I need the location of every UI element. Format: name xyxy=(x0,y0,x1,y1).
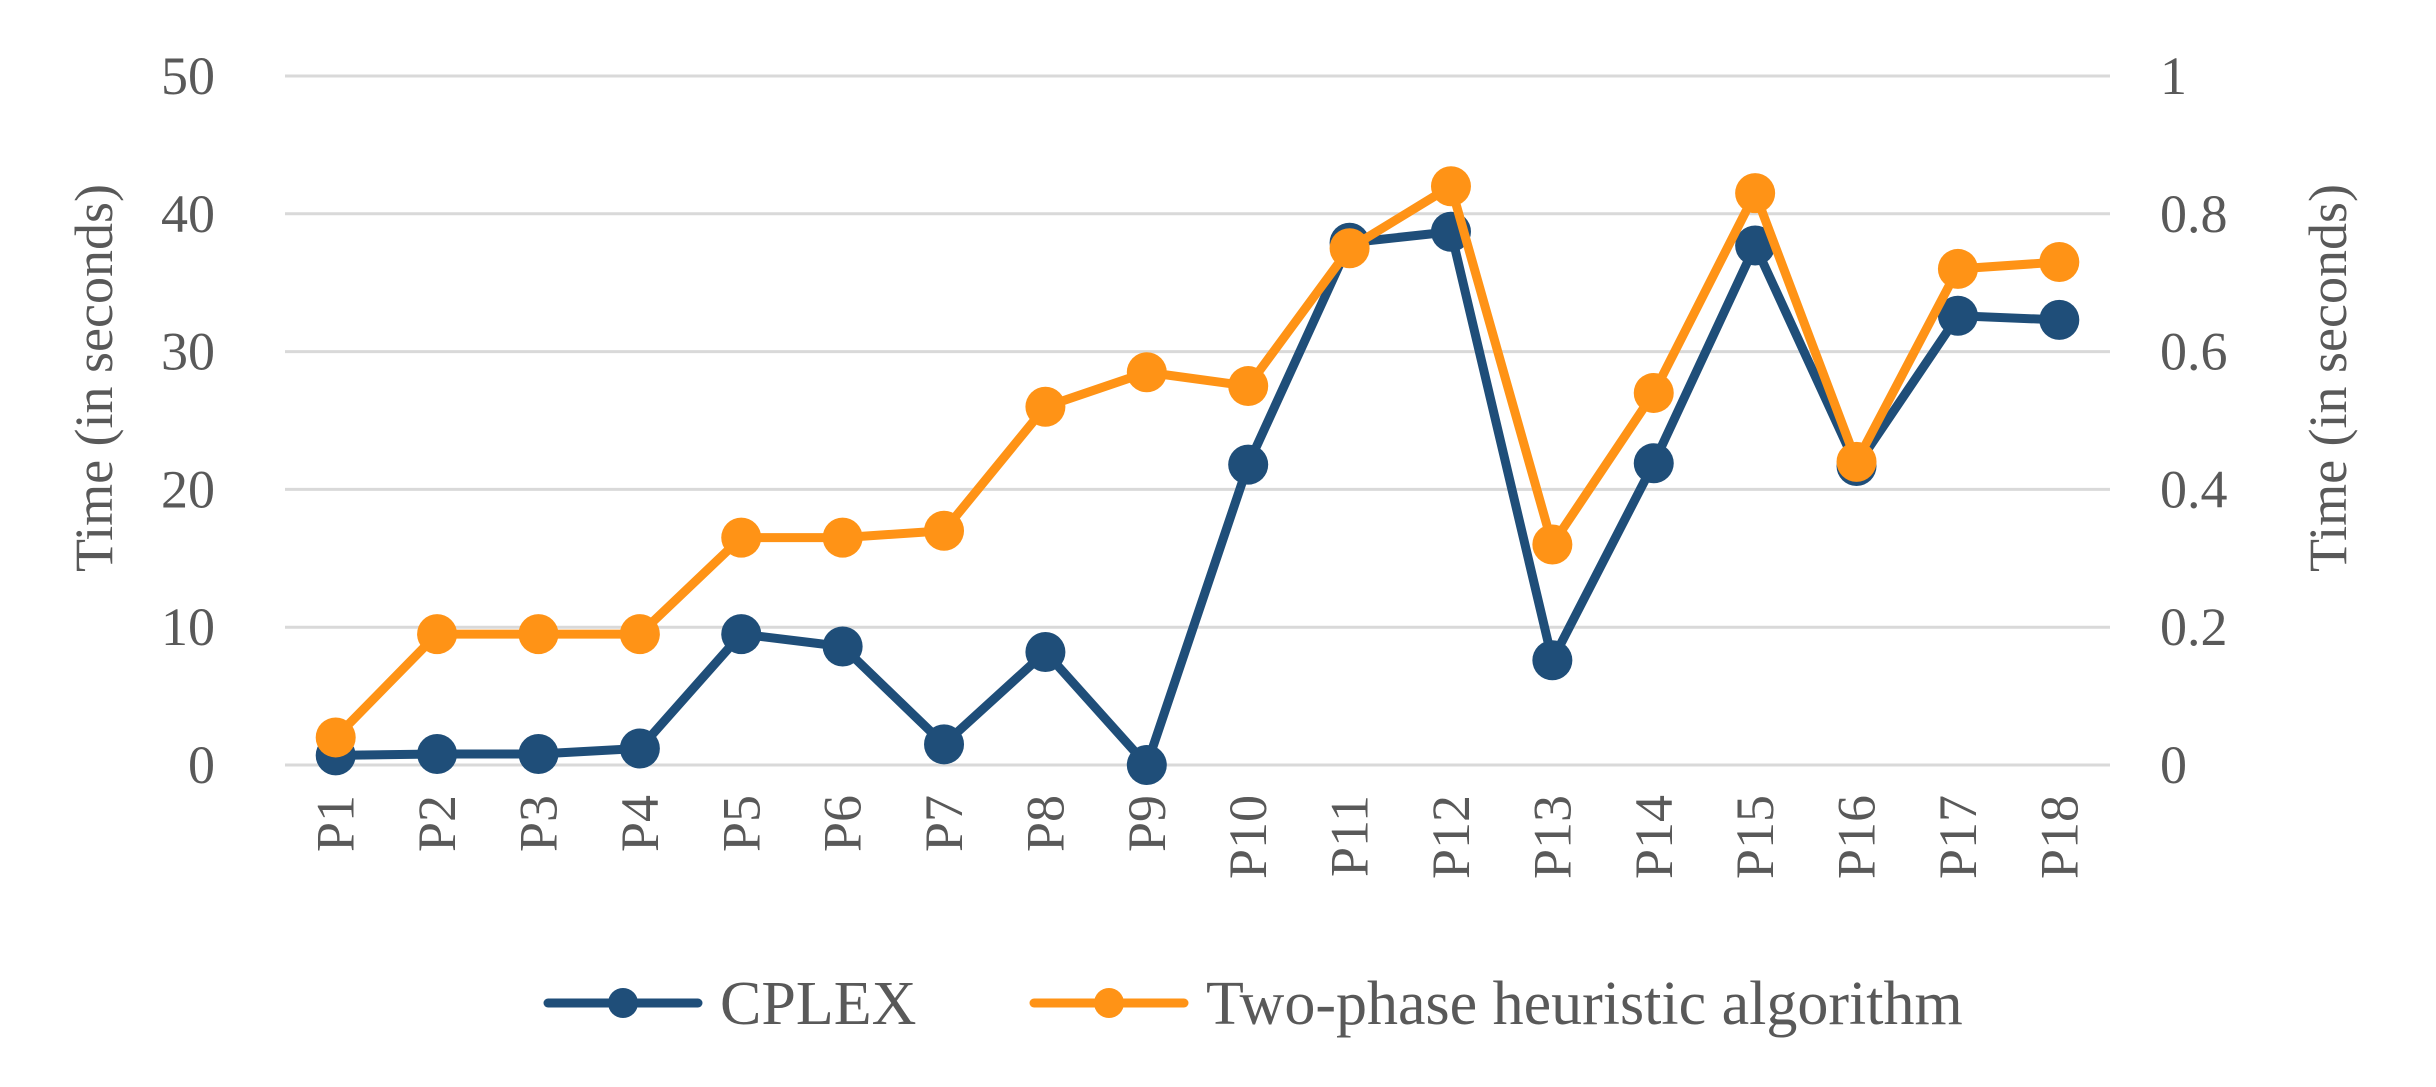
x-tick-label: P3 xyxy=(508,795,568,852)
series-line-two-phase xyxy=(331,181,2064,742)
x-tick-label: P6 xyxy=(813,795,873,852)
x-tick-label: P12 xyxy=(1421,795,1481,879)
legend-label-cplex: CPLEX xyxy=(720,970,916,1038)
right-axis-title: Time (in seconds) xyxy=(2298,184,2358,572)
right-tick-label: 0.6 xyxy=(2160,322,2228,382)
right-tick-label: 0 xyxy=(2160,735,2187,795)
series-two-phase xyxy=(315,166,2080,758)
right-tick-label: 1 xyxy=(2160,46,2187,106)
data-point-cplex[interactable] xyxy=(2039,299,2080,340)
x-tick-label: P10 xyxy=(1218,795,1278,879)
data-point-two-phase[interactable] xyxy=(1937,248,1978,289)
data-point-cplex[interactable] xyxy=(619,728,660,769)
x-tick-label: P15 xyxy=(1725,795,1785,879)
x-tick-label: P1 xyxy=(306,795,366,852)
data-point-two-phase[interactable] xyxy=(1836,441,1877,482)
data-point-cplex[interactable] xyxy=(417,733,458,774)
x-tick-label: P16 xyxy=(1827,795,1887,879)
legend-marker-two-phase xyxy=(1094,988,1124,1018)
left-axis-title: Time (in seconds) xyxy=(64,184,124,572)
x-tick-label: P5 xyxy=(711,795,771,852)
data-point-cplex[interactable] xyxy=(822,626,863,667)
data-point-cplex[interactable] xyxy=(1937,295,1978,336)
legend-item-two-phase[interactable]: Two-phase heuristic algorithm xyxy=(1029,970,1963,1038)
left-axis-ticks: 0 10 20 30 40 50 xyxy=(161,46,215,795)
data-point-two-phase[interactable] xyxy=(1430,166,1471,207)
legend-marker-cplex xyxy=(608,988,638,1018)
x-tick-label: P18 xyxy=(2029,795,2089,879)
series-cplex xyxy=(315,211,2080,785)
left-tick-label: 40 xyxy=(161,184,215,244)
data-point-two-phase[interactable] xyxy=(417,614,458,655)
x-tick-label: P14 xyxy=(1624,795,1684,879)
data-point-cplex[interactable] xyxy=(1228,444,1269,485)
x-tick-label: P13 xyxy=(1522,795,1582,879)
right-tick-label: 0.8 xyxy=(2160,184,2228,244)
data-point-cplex[interactable] xyxy=(1532,640,1573,681)
right-tick-label: 0.4 xyxy=(2160,459,2228,519)
data-point-two-phase[interactable] xyxy=(721,517,762,558)
gridlines xyxy=(285,74,2110,767)
left-tick-label: 50 xyxy=(161,46,215,106)
data-point-cplex[interactable] xyxy=(1025,632,1066,673)
data-point-two-phase[interactable] xyxy=(619,614,660,655)
data-point-cplex[interactable] xyxy=(924,724,965,765)
data-point-two-phase[interactable] xyxy=(1025,386,1066,427)
series xyxy=(315,166,2080,785)
data-point-cplex[interactable] xyxy=(518,733,559,774)
x-tick-label: P8 xyxy=(1015,795,1075,852)
data-point-two-phase[interactable] xyxy=(1633,372,1674,413)
data-point-two-phase[interactable] xyxy=(2039,242,2080,283)
data-point-two-phase[interactable] xyxy=(1329,228,1370,269)
data-point-two-phase[interactable] xyxy=(1735,173,1776,214)
left-tick-label: 30 xyxy=(161,322,215,382)
x-tick-label: P2 xyxy=(407,795,467,852)
left-tick-label: 20 xyxy=(161,459,215,519)
data-point-cplex[interactable] xyxy=(1735,225,1776,266)
data-point-two-phase[interactable] xyxy=(1126,352,1167,393)
legend-item-cplex[interactable]: CPLEX xyxy=(543,970,916,1038)
left-tick-label: 0 xyxy=(188,735,215,795)
x-tick-label: P11 xyxy=(1320,795,1380,877)
right-axis-ticks: 0 0.2 0.4 0.6 0.8 1 xyxy=(2160,46,2228,795)
right-tick-label: 0.2 xyxy=(2160,597,2228,657)
data-point-two-phase[interactable] xyxy=(924,510,965,551)
data-point-cplex[interactable] xyxy=(1126,745,1167,785)
data-point-cplex[interactable] xyxy=(721,614,762,655)
left-tick-label: 10 xyxy=(161,597,215,657)
x-tick-label: P9 xyxy=(1117,795,1177,852)
x-tick-label: P4 xyxy=(610,795,670,852)
legend-label-two-phase: Two-phase heuristic algorithm xyxy=(1206,970,1963,1038)
x-axis-ticks: P1 P2 P3 P4 P5 P6 P7 P8 P9 P10 P11 P12 P13 P14 P15 P16 P… xyxy=(306,795,2090,879)
data-point-two-phase[interactable] xyxy=(822,517,863,558)
x-tick-label: P17 xyxy=(1928,795,1988,879)
legend: CPLEX Two-phase heuristic algorithm xyxy=(543,970,1963,1038)
data-point-two-phase[interactable] xyxy=(1532,524,1573,565)
data-point-two-phase[interactable] xyxy=(518,614,559,655)
data-point-two-phase[interactable] xyxy=(1228,366,1269,407)
x-tick-label: P7 xyxy=(914,795,974,852)
data-point-two-phase[interactable] xyxy=(315,717,356,758)
data-point-cplex[interactable] xyxy=(1633,443,1674,484)
